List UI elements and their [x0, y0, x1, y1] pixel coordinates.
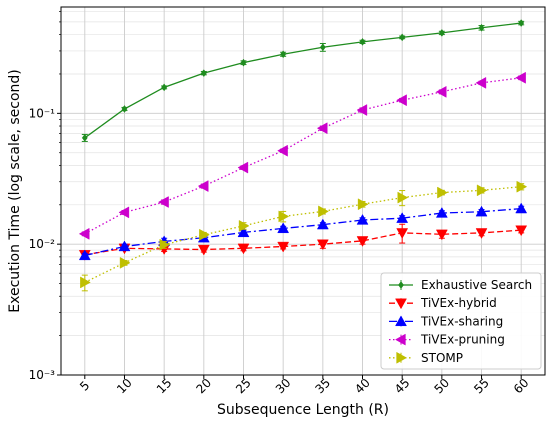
diamond-marker [399, 33, 406, 42]
triangle-down-marker [237, 243, 250, 255]
legend-label: Exhaustive Search [421, 278, 532, 292]
triangle-right-marker [119, 256, 131, 269]
triangle-left-marker [316, 122, 328, 135]
series-line [84, 22, 522, 139]
triangle-right-marker [278, 210, 290, 223]
triangle-right-marker [318, 205, 329, 218]
triangle-left-marker [356, 104, 368, 116]
x-axis-title: Subsequence Length (R) [217, 402, 389, 418]
triangle-right-marker [396, 351, 408, 364]
diamond-marker [478, 23, 485, 32]
triangle-up-marker [78, 249, 91, 261]
triangle-left-marker [237, 161, 249, 174]
legend: Exhaustive Search TiVEx-hybrid TiVEx-shari… [380, 272, 542, 370]
triangle-up-marker [475, 205, 488, 217]
triangle-right-marker [437, 186, 448, 199]
legend-item: TiVEx-hybrid [389, 296, 497, 310]
series-line [84, 186, 522, 284]
triangle-left-marker [78, 227, 90, 240]
series-line [84, 229, 522, 256]
series-stomp [80, 180, 528, 292]
triangle-left-marker [394, 333, 406, 346]
triangle-right-marker [80, 276, 91, 289]
triangle-down-marker [515, 225, 528, 237]
triangle-right-marker [516, 180, 528, 193]
triangle-up-marker [396, 212, 409, 223]
diamond-marker [359, 37, 366, 46]
legend-item: TiVEx-pruning [389, 333, 505, 347]
legend-box [380, 272, 542, 370]
diamond-marker [240, 58, 247, 67]
triangle-left-marker [158, 196, 169, 208]
triangle-down-marker [475, 228, 488, 239]
diamond-marker [438, 28, 445, 37]
triangle-right-marker [159, 238, 171, 251]
triangle-down-marker [356, 236, 369, 247]
triangle-right-marker [357, 198, 369, 211]
triangle-up-marker [515, 202, 528, 214]
legend-label: TiVEx-pruning [420, 333, 505, 347]
triangle-up-marker [118, 240, 131, 252]
legend-label: TiVEx-sharing [420, 314, 503, 328]
triangle-up-marker [316, 218, 329, 230]
legend-label: STOMP [421, 351, 463, 365]
triangle-down-marker [435, 229, 448, 241]
y-tick-label: 10⁻¹ [29, 106, 56, 120]
triangle-left-marker [396, 94, 407, 107]
series-exhaustive-search [81, 19, 525, 142]
diamond-marker [161, 83, 168, 92]
legend-item: Exhaustive Search [389, 278, 532, 292]
triangle-up-marker [395, 315, 407, 327]
plot-frame [60, 6, 546, 376]
triangle-up-marker [277, 222, 290, 234]
triangle-up-marker [356, 213, 369, 225]
y-tick-label: 10⁻² [29, 237, 56, 251]
y-tick-label: 10⁻³ [29, 368, 56, 382]
series-layer [78, 19, 528, 292]
diamond-marker [200, 69, 207, 78]
triangle-right-marker [476, 184, 488, 197]
diamond-marker [121, 105, 128, 113]
triangle-left-marker [435, 85, 447, 98]
triangle-left-marker [118, 206, 130, 219]
y-axis-title: Execution Time (log scale, second) [7, 69, 23, 312]
diamond-marker [518, 19, 525, 27]
series-tivex-sharing [78, 202, 528, 261]
legend-item: TiVEx-sharing [389, 314, 503, 328]
triangle-left-marker [277, 144, 288, 157]
triangle-left-marker [515, 71, 526, 84]
series-tivex-pruning [78, 71, 526, 240]
diamond-marker [319, 43, 326, 52]
triangle-down-marker [316, 239, 329, 251]
triangle-down-marker [197, 244, 210, 256]
diamond-marker [81, 133, 88, 142]
triangle-down-marker [395, 298, 407, 310]
triangle-up-marker [237, 226, 250, 238]
triangle-right-marker [397, 191, 409, 204]
triangle-right-marker [238, 219, 250, 232]
legend-label: TiVEx-hybrid [420, 296, 497, 310]
legend-item: STOMP [389, 351, 463, 365]
series-line [84, 207, 522, 257]
diamond-marker [280, 50, 287, 59]
triangle-down-marker [277, 241, 290, 253]
triangle-down-marker [396, 228, 409, 239]
diamond-marker [398, 281, 404, 289]
triangle-up-marker [435, 207, 448, 218]
series-line [84, 77, 522, 235]
triangle-left-marker [475, 76, 487, 89]
triangle-right-marker [199, 228, 210, 241]
triangle-left-marker [197, 180, 209, 193]
